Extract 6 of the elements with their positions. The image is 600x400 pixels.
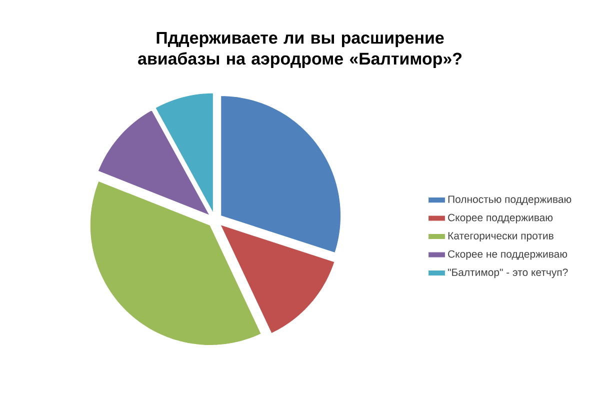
legend-label: Категорически против: [448, 232, 554, 242]
legend-label: Полностью поддерживаю: [448, 196, 572, 206]
chart-title: Пддерживаете ли вы расширение авиабазы на аэродроме «Балтимор»?: [138, 32, 462, 68]
legend-label: Скорее не поддерживаю: [448, 250, 568, 260]
legend-label: Скорее поддерживаю: [448, 214, 553, 224]
legend-label: "Балтимор" - это кетчуп?: [448, 268, 568, 278]
